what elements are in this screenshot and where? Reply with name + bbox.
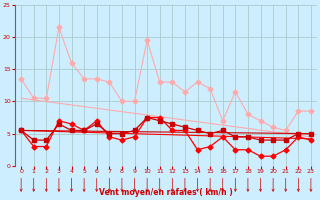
X-axis label: Vent moyen/en rafales ( km/h ): Vent moyen/en rafales ( km/h )	[99, 188, 233, 197]
